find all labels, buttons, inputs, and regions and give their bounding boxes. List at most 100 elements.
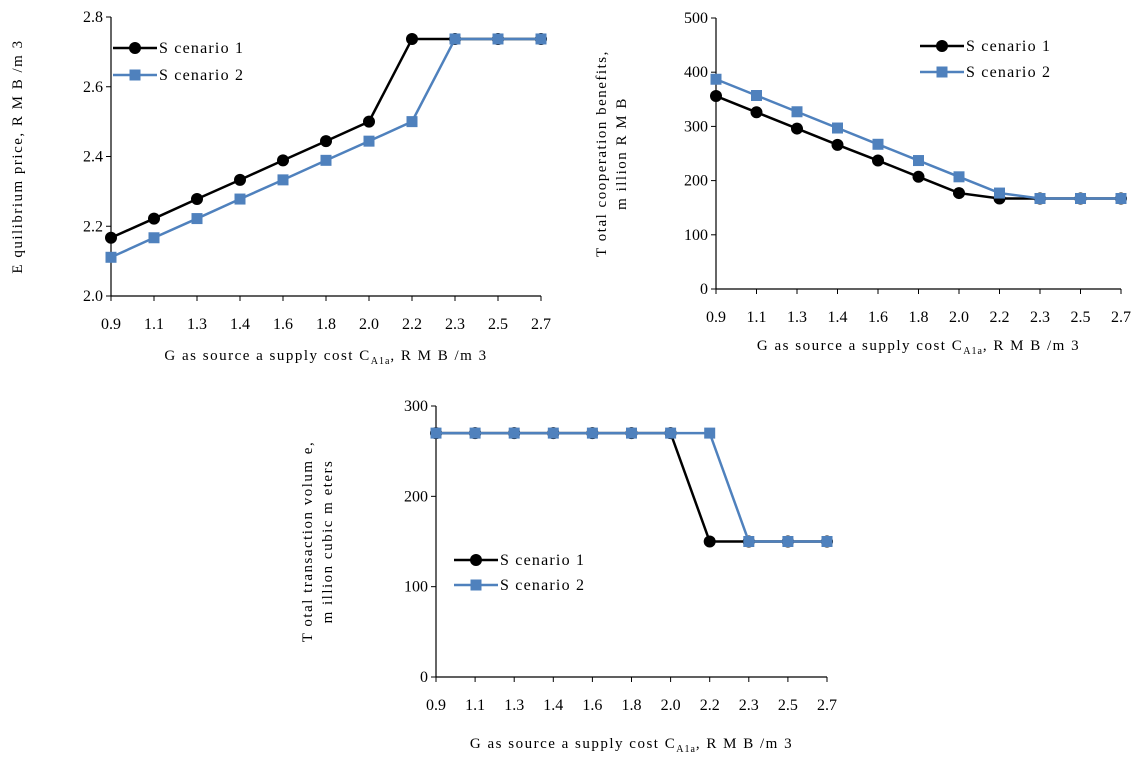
- data-point-scenario-2: [148, 232, 160, 244]
- x-tick-label: 2.3: [739, 697, 759, 714]
- y-tick-label: 400: [684, 64, 708, 81]
- y-tick-label: 2.0: [83, 288, 103, 305]
- data-point-scenario-1: [750, 106, 763, 119]
- data-point-scenario-2: [191, 213, 203, 225]
- x-tick-label: 0.9: [101, 316, 121, 333]
- x-tick-label: 0.9: [426, 697, 446, 714]
- x-tick-label: 1.4: [828, 309, 848, 326]
- y-tick-label: 200: [404, 488, 428, 505]
- x-tick-label: 1.1: [747, 309, 767, 326]
- legend-marker: [129, 69, 141, 81]
- data-point-scenario-2: [469, 427, 481, 439]
- legend-marker: [470, 554, 482, 566]
- data-point-scenario-2: [535, 33, 547, 45]
- data-point-scenario-2: [234, 193, 246, 205]
- y-axis-title: E quilibrium price, R M B /m 3: [10, 39, 26, 273]
- x-axis-title: G as source a supply cost CA1a, R M B /m…: [164, 348, 487, 367]
- legend-marker: [470, 579, 482, 591]
- legend-label: S cenario 1: [159, 40, 244, 57]
- x-tick-label: 0.9: [706, 309, 726, 326]
- data-point-scenario-2: [1075, 192, 1086, 204]
- x-axis-title: G as source a supply cost CA1a, R M B /m…: [757, 338, 1080, 357]
- x-tick-label: 1.8: [316, 316, 336, 333]
- data-point-scenario-2: [821, 536, 833, 547]
- y-tick-label: 0: [420, 669, 428, 686]
- legend-marker: [936, 40, 948, 52]
- legend-entry-1: S cenario 1: [454, 552, 585, 569]
- y-tick-label: 2.4: [83, 149, 103, 166]
- data-point-scenario-2: [320, 154, 332, 166]
- y-tick-label: 500: [684, 10, 708, 27]
- y-tick-label: 300: [684, 118, 708, 135]
- legend-label: S cenario 1: [500, 552, 585, 569]
- data-point-scenario-2: [363, 135, 375, 147]
- data-point-scenario-2: [665, 427, 677, 439]
- legend-label: S cenario 2: [966, 64, 1051, 81]
- data-point-scenario-2: [547, 427, 559, 439]
- x-tick-label: 2.5: [1071, 309, 1091, 326]
- x-tick-label: 2.7: [817, 697, 837, 714]
- data-point-scenario-1: [831, 138, 844, 151]
- data-point-scenario-2: [751, 90, 762, 102]
- y-axis-title: m illion R M B: [614, 97, 630, 210]
- data-point-scenario-2: [743, 536, 755, 547]
- data-point-scenario-1: [710, 90, 722, 103]
- legend-marker: [936, 66, 948, 78]
- y-tick-label: 300: [404, 398, 428, 415]
- legend-entry-1: S cenario 1: [113, 40, 244, 57]
- legend-label: S cenario 1: [966, 38, 1051, 55]
- x-tick-label: 1.6: [868, 309, 888, 326]
- data-point-scenario-1: [872, 154, 884, 167]
- x-tick-label: 1.3: [187, 316, 207, 333]
- x-tick-label: 1.3: [787, 309, 807, 326]
- y-tick-label: 0: [700, 281, 708, 298]
- x-tick-label: 2.2: [402, 316, 422, 333]
- y-tick-label: 2.8: [83, 9, 103, 26]
- data-point-scenario-2: [430, 427, 442, 439]
- chart-3: 0 100 200 300 0.9 1.1 1.3 1.4 1.6 1.8 2.0 2.2 2.3 2.5…: [300, 398, 837, 755]
- series-line-2: [436, 431, 827, 543]
- data-point-scenario-2: [105, 251, 117, 263]
- x-tick-label: 2.7: [1111, 309, 1131, 326]
- data-point-scenario-2: [913, 155, 924, 167]
- data-point-scenario-2: [872, 138, 884, 150]
- data-point-scenario-2: [704, 427, 716, 439]
- x-tick-label: 1.8: [909, 309, 929, 326]
- x-tick-label: 2.0: [359, 316, 379, 333]
- x-tick-label: 1.1: [465, 697, 485, 714]
- data-point-scenario-1: [277, 154, 289, 167]
- x-tick-label: 2.0: [949, 309, 969, 326]
- x-axis-title: G as source a supply cost CA1a, R M B /m…: [470, 736, 793, 755]
- data-point-scenario-1: [363, 115, 375, 128]
- legend-marker: [129, 42, 141, 54]
- data-point-scenario-2: [953, 171, 965, 183]
- x-tick-label: 2.2: [990, 309, 1010, 326]
- y-tick-label: 100: [684, 227, 708, 244]
- data-point-scenario-2: [492, 33, 504, 45]
- x-tick-label: 2.3: [445, 316, 465, 333]
- series-line-1: [436, 431, 827, 543]
- y-tick-label: 2.6: [83, 79, 103, 96]
- x-tick-label: 2.3: [1030, 309, 1050, 326]
- series-line-1: [715, 94, 1121, 200]
- data-point-scenario-2: [449, 33, 461, 45]
- legend-entry-2: S cenario 2: [113, 67, 244, 84]
- data-point-scenario-1: [234, 173, 246, 186]
- data-point-scenario-2: [782, 536, 794, 547]
- data-point-scenario-2: [994, 187, 1005, 199]
- y-tick-label: 2.2: [83, 218, 103, 235]
- x-tick-label: 2.7: [531, 316, 551, 333]
- chart-2: 0 100 200 300 400 500 0.9 1.1 1.3 1.4 1.6 1.8 2.0 2.2…: [594, 10, 1131, 357]
- x-tick-label: 1.4: [230, 316, 250, 333]
- data-point-scenario-2: [710, 73, 722, 85]
- data-point-scenario-2: [277, 174, 289, 186]
- legend-label: S cenario 2: [159, 67, 244, 84]
- data-point-scenario-2: [406, 116, 418, 128]
- chart-1: 2.0 2.2 2.4 2.6 2.8 0.9 1.1 1.3 1.4 1.6 1.8 2.0 2.2 2…: [10, 9, 551, 367]
- data-point-scenario-2: [508, 427, 520, 439]
- data-point-scenario-2: [626, 427, 637, 439]
- x-tick-label: 1.6: [273, 316, 293, 333]
- x-tick-label: 2.2: [700, 697, 720, 714]
- data-point-scenario-1: [703, 535, 716, 548]
